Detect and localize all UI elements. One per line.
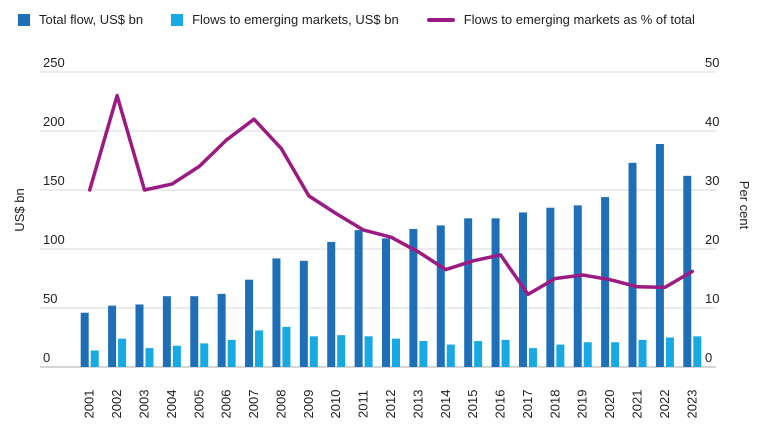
x-tick-label: 2004 [164,390,179,419]
bar-total-flow [135,304,144,367]
x-tick-label: 2005 [191,390,206,419]
bar-total-flow [683,175,692,367]
bar-total-flow [464,218,473,367]
x-tick-label: 2018 [547,390,562,419]
y-tick-label-right: 0 [705,350,712,365]
bar-emerging-flow [665,337,674,367]
x-tick-label: 2019 [575,390,590,419]
x-tick-label: 2011 [356,390,371,418]
y-tick-label-left: 50 [43,291,57,306]
x-tick-label: 2006 [219,390,234,419]
bar-total-flow [245,279,254,367]
x-tick-label: 2023 [684,390,699,419]
bar-emerging-flow [118,338,127,367]
bar-emerging-flow [172,345,181,367]
bar-emerging-flow [392,338,400,367]
x-tick-label: 2021 [630,390,645,419]
x-tick-label: 2009 [301,390,316,419]
y-tick-label-left: 250 [43,55,65,70]
bar-emerging-flow [282,326,291,367]
bar-total-flow [80,312,89,367]
legend-label-total-flow: Total flow, US$ bn [39,12,144,27]
x-tick-label: 2007 [246,390,261,419]
x-tick-label: 2008 [273,390,288,419]
bar-total-flow [327,241,336,367]
bar-emerging-flow [255,330,264,367]
bar-emerging-flow [90,350,99,367]
legend-swatch-emerging-flows [171,13,184,26]
bar-total-flow [382,238,390,367]
x-tick-label: 2016 [493,390,508,419]
bar-total-flow [217,293,226,367]
x-tick-label: 2010 [328,390,343,419]
bar-total-flow [655,143,664,367]
bar-emerging-flow [419,341,428,367]
bar-total-flow [162,296,171,367]
bar-emerging-flow [364,336,373,367]
y-tick-label-right: 20 [705,232,719,247]
legend-label-emerging-percent: Flows to emerging markets as % of total [463,12,695,27]
bar-total-flow [546,207,555,367]
y-tick-label-left: 100 [43,232,65,247]
bar-total-flow [409,228,418,367]
x-tick-label: 2020 [602,390,617,419]
bar-emerging-flow [693,336,702,367]
bar-emerging-flow [200,343,209,367]
x-tick-label: 2013 [410,390,425,419]
bar-emerging-flow [145,348,154,367]
bar-total-flow [299,260,308,367]
bar-emerging-flow [337,335,346,367]
y-tick-label-left: 150 [43,173,65,188]
bar-emerging-flow [556,344,565,367]
bar-total-flow [190,296,199,367]
bar-total-flow [354,230,363,367]
x-tick-label: 2003 [136,390,151,419]
legend-swatch-emerging-percent [426,17,455,22]
line-emerging-percent [87,93,695,297]
bar-total-flow [436,225,445,367]
legend-item-total-flow: Total flow, US$ bn [18,12,143,27]
bar-emerging-flow [638,339,647,367]
bar-total-flow [491,218,500,367]
x-tick-label: 2015 [465,390,480,419]
x-tick-label: 2014 [438,390,453,419]
legend-item-emerging-percent: Flows to emerging markets as % of total [426,12,695,27]
y-tick-label-right: 40 [705,114,719,129]
bar-emerging-flow [474,341,483,367]
x-tick-label: 2012 [383,390,398,419]
x-tick-label: 2001 [82,390,97,419]
bar-emerging-flow [446,344,455,367]
legend: Total flow, US$ bn Flows to emerging mar… [18,12,723,27]
bar-total-flow [573,205,582,367]
bar-emerging-flow [309,336,318,367]
bar-emerging-flow [501,339,510,367]
x-tick-label: 2022 [657,390,672,419]
legend-swatch-total-flow [18,13,30,26]
bar-total-flow [601,197,610,367]
x-tick-label: 2002 [109,390,124,419]
bar-emerging-flow [227,339,236,367]
y-tick-label-left: 200 [43,114,65,129]
y-tick-label-right: 30 [705,173,719,188]
bar-total-flow [272,258,281,367]
bar-total-flow [108,305,117,367]
legend-item-emerging-flows: Flows to emerging markets, US$ bn [171,12,399,27]
bar-emerging-flow [611,342,620,367]
legend-label-emerging-flows: Flows to emerging markets, US$ bn [192,12,399,27]
bar-emerging-flow [583,342,592,367]
y-tick-label-left: 0 [43,350,50,365]
y-tick-label-right: 50 [705,55,719,70]
y-tick-label-right: 10 [705,291,719,306]
x-tick-label: 2017 [520,390,535,419]
bar-emerging-flow [528,348,537,367]
bar-total-flow [628,162,637,367]
